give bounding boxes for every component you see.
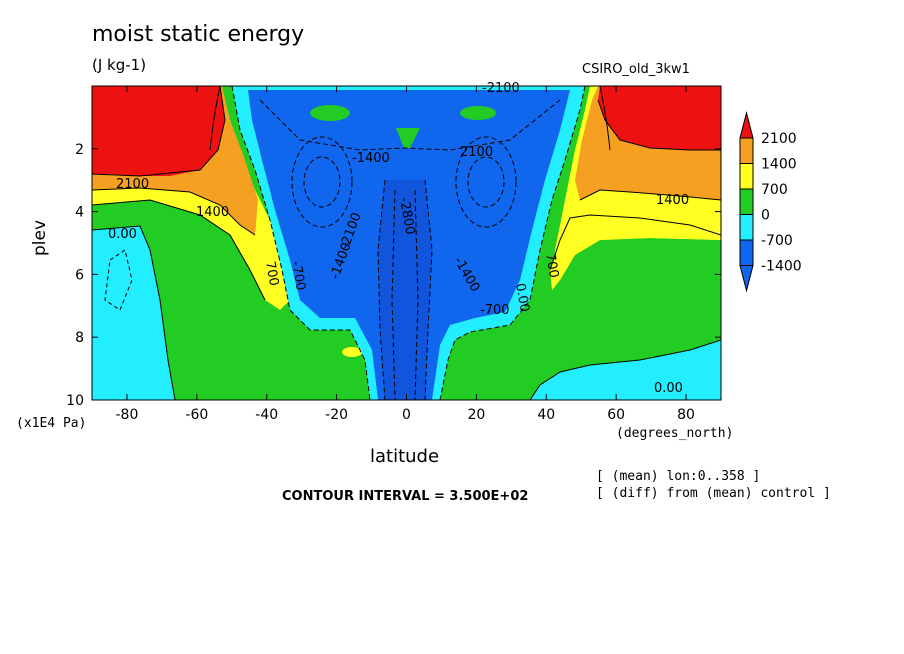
contour-label: -1400 (352, 151, 390, 166)
y-axis-label: plev (30, 219, 50, 256)
colorbar-label: 2100 (761, 131, 797, 147)
colorbar-box (739, 239, 754, 266)
band-2100-left (92, 86, 225, 176)
filled-contours (92, 86, 721, 400)
contour-label: -2100 (482, 81, 520, 96)
y-tick-label: 2 (75, 142, 84, 158)
y-tick-label: 6 (75, 267, 84, 283)
x-tick-label: 80 (677, 407, 695, 423)
contour-label: 2100 (460, 145, 493, 160)
note-mean-lon: [ (mean) lon:0..358 ] (596, 469, 761, 484)
x-tick-label: -60 (185, 407, 208, 423)
colorbar-bottom-triangle (739, 265, 754, 293)
contour-label: 0.00 (512, 282, 532, 313)
contour-label: 700 (542, 252, 561, 279)
x-tick-label: 60 (607, 407, 625, 423)
colorbar-box (739, 137, 754, 164)
contour-label: -2800 (396, 196, 417, 236)
contour-label: 1400 (196, 205, 229, 220)
patch-green-3 (396, 128, 420, 148)
colorbar-label: 700 (761, 182, 788, 198)
x-tick-label: -80 (116, 407, 139, 423)
contour-label: -700 (288, 260, 308, 292)
x-tick-label: 0 (402, 407, 411, 423)
x-tick-label: 40 (537, 407, 555, 423)
contour-label: 2100 (116, 177, 149, 192)
patch-green-2 (460, 106, 496, 120)
x-axis-unit: (degrees_north) (616, 426, 734, 441)
chart-units: (J kg-1) (92, 56, 147, 74)
contour-label: 0.00 (108, 227, 137, 242)
colorbar-box (739, 188, 754, 215)
colorbar: 2100 1400 700 0 -700 -1400 (739, 111, 802, 293)
band-minus700-left (92, 226, 175, 400)
colorbar-top-triangle (739, 111, 754, 139)
model-label: CSIRO_old_3kw1 (582, 62, 690, 77)
colorbar-label: 0 (761, 208, 770, 224)
x-tick-label: 20 (467, 407, 485, 423)
colorbar-box (739, 214, 754, 241)
x-tick-label: -20 (325, 407, 348, 423)
y-tick-label: 10 (66, 393, 84, 409)
contour-label: -700 (480, 303, 510, 318)
x-axis: -80 -60 -40 -20 0 20 40 60 80 (116, 86, 695, 423)
x-axis-label: latitude (370, 446, 440, 467)
contour-lines (92, 86, 721, 400)
patch-green-1 (310, 105, 350, 121)
y-tick-label: 4 (75, 205, 84, 221)
band-minus700-right (530, 340, 721, 400)
y-axis: 2 4 6 8 10 (66, 142, 721, 409)
patch-yellow (342, 347, 362, 357)
contour-label: 1400 (656, 193, 689, 208)
colorbar-label: -1400 (761, 259, 802, 275)
colorbar-box (739, 163, 754, 190)
band-minus2100-center (378, 180, 432, 400)
band-2100-right (598, 86, 721, 150)
contour-label: 0.00 (654, 381, 683, 396)
colorbar-label: -700 (761, 233, 793, 249)
note-diff-control: [ (diff) from (mean) control ] (596, 486, 831, 501)
contour-label-group: 2100 1400 700 0.00 -700 -1400 -2100 -280… (108, 81, 689, 396)
y-tick-label: 8 (75, 330, 84, 346)
contour-label: 700 (262, 260, 281, 287)
contour-interval-label: CONTOUR INTERVAL = 3.500E+02 (282, 489, 529, 504)
chart-title: moist static energy (92, 22, 305, 47)
y-axis-unit: (x1E4 Pa) (16, 416, 87, 431)
x-tick-label: -40 (255, 407, 278, 423)
colorbar-label: 1400 (761, 157, 797, 173)
